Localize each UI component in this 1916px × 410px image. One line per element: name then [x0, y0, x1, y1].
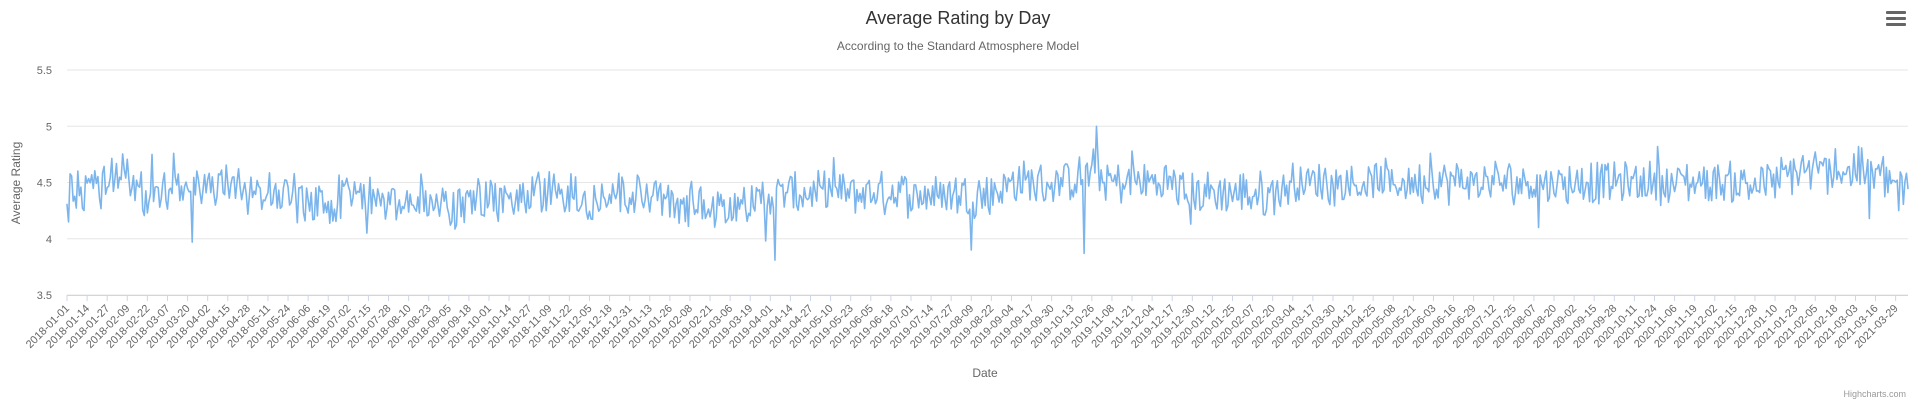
y-axis-ticks: 3.5 4 4.5 5 5.5 [37, 65, 52, 302]
x-axis-title: Date [972, 366, 998, 380]
series-layer [66, 125, 1909, 261]
y-tick-label: 4.5 [37, 178, 52, 190]
hamburger-menu-icon[interactable] [1884, 8, 1908, 30]
y-tick-label: 5 [46, 121, 52, 133]
chart-title: Average Rating by Day [866, 8, 1051, 28]
x-axis-ticks: 2018-01-012018-01-142018-01-272018-02-09… [24, 295, 1901, 351]
y-tick-label: 5.5 [37, 65, 52, 77]
y-axis-title: Average Rating [9, 142, 23, 225]
y-tick-label: 4 [46, 234, 52, 246]
series-line-average-rating [66, 125, 1909, 261]
credits-link[interactable]: Highcharts.com [1843, 389, 1906, 399]
chart-subtitle: According to the Standard Atmosphere Mod… [837, 39, 1079, 53]
y-tick-label: 3.5 [37, 290, 52, 302]
